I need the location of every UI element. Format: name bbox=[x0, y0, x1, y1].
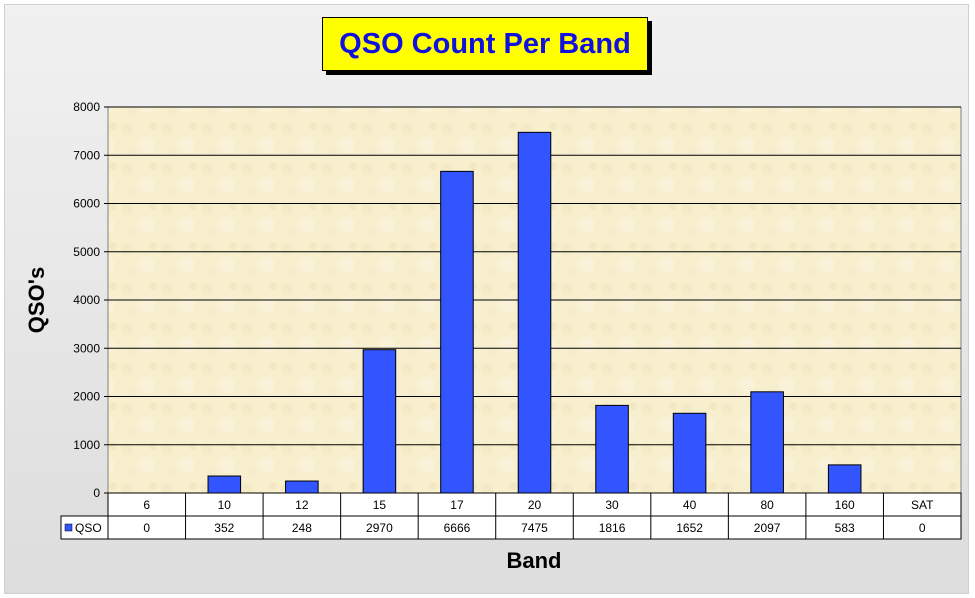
y-tick-label: 4000 bbox=[73, 293, 100, 307]
bar bbox=[750, 391, 784, 494]
bar bbox=[362, 349, 397, 494]
x-axis-label: Band bbox=[506, 548, 562, 573]
data-label: 1816 bbox=[599, 521, 626, 535]
y-tick-label: 8000 bbox=[73, 100, 100, 114]
legend-label: QSO bbox=[75, 521, 102, 535]
category-label: 6 bbox=[143, 498, 150, 512]
y-tick-label: 2000 bbox=[73, 390, 100, 404]
category-label: 30 bbox=[605, 498, 619, 512]
data-label: 0 bbox=[919, 521, 926, 535]
data-label: 2097 bbox=[754, 521, 781, 535]
category-label: 17 bbox=[450, 498, 464, 512]
y-tick-label: 0 bbox=[93, 486, 100, 500]
category-label: 20 bbox=[528, 498, 542, 512]
category-label: SAT bbox=[911, 498, 934, 512]
data-label: 352 bbox=[214, 521, 234, 535]
bar bbox=[672, 412, 707, 494]
category-label: 10 bbox=[218, 498, 232, 512]
bar bbox=[207, 475, 242, 494]
y-tick-label: 5000 bbox=[73, 245, 100, 259]
data-label: 6666 bbox=[444, 521, 471, 535]
chart-title: QSO Count Per Band bbox=[339, 27, 631, 60]
data-label: 2970 bbox=[366, 521, 393, 535]
legend-swatch bbox=[64, 523, 73, 532]
data-label: 583 bbox=[835, 521, 855, 535]
bar bbox=[285, 480, 319, 494]
category-label: 80 bbox=[760, 498, 774, 512]
category-label: 160 bbox=[835, 498, 855, 512]
data-label: 0 bbox=[143, 521, 150, 535]
category-label: 40 bbox=[683, 498, 697, 512]
chart-title-box: QSO Count Per Band bbox=[322, 17, 648, 71]
data-label: 7475 bbox=[521, 521, 548, 535]
y-tick-label: 6000 bbox=[73, 197, 100, 211]
category-label: 12 bbox=[295, 498, 309, 512]
value-row bbox=[60, 515, 962, 540]
bar bbox=[595, 404, 629, 494]
bar bbox=[517, 131, 552, 494]
y-tick-label: 1000 bbox=[73, 438, 100, 452]
y-tick-label: 3000 bbox=[73, 341, 100, 355]
data-label: 1652 bbox=[676, 521, 703, 535]
y-tick-label: 7000 bbox=[73, 148, 100, 162]
category-label: 15 bbox=[373, 498, 387, 512]
bar bbox=[440, 170, 474, 494]
data-label: 248 bbox=[292, 521, 312, 535]
bar bbox=[827, 464, 862, 494]
